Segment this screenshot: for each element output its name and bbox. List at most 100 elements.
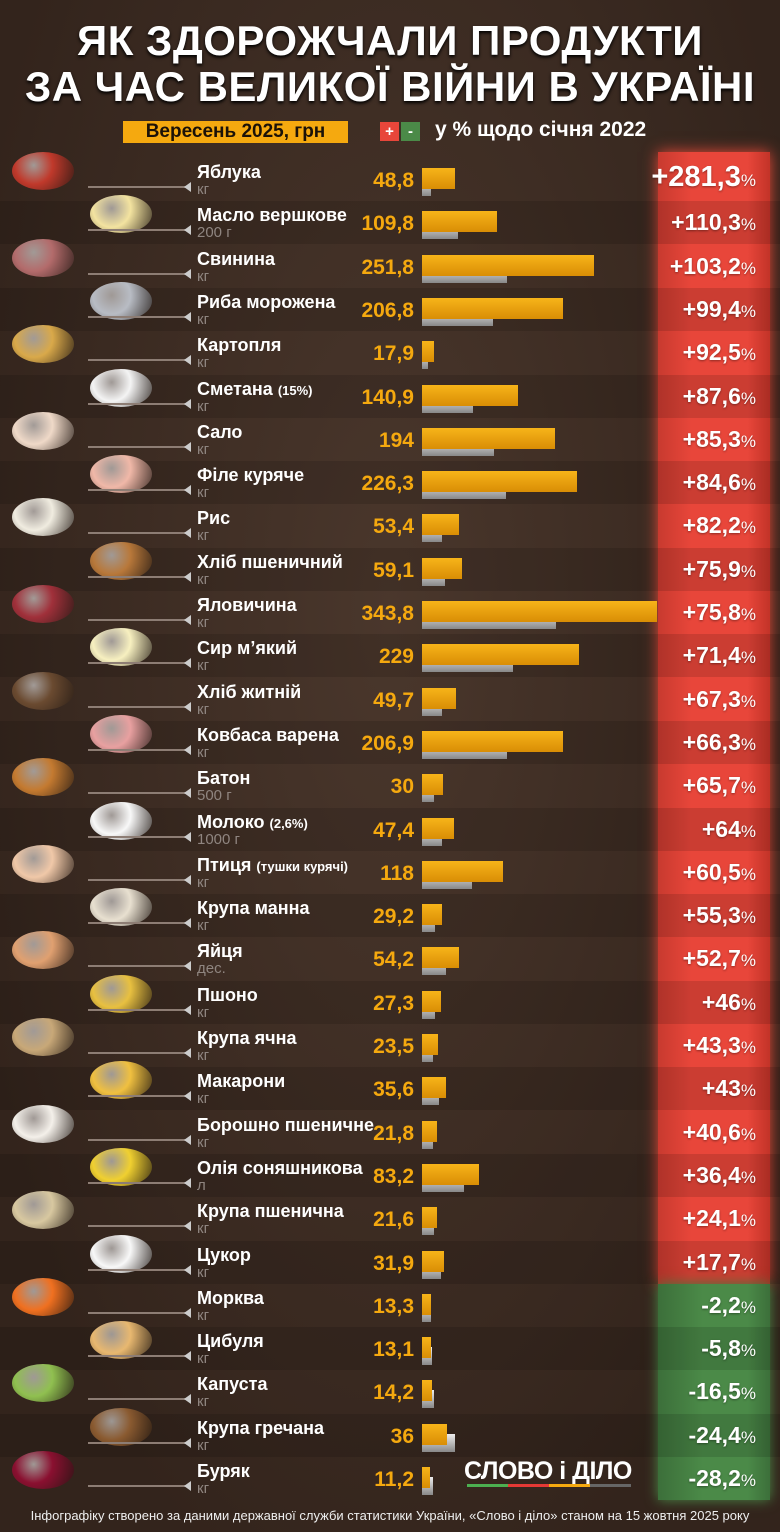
connector-line — [88, 272, 188, 275]
bar-sep-2025 — [422, 1034, 439, 1055]
product-image — [90, 281, 152, 320]
table-row: Сметана (15%) кг 140,9 +87,6% — [0, 368, 780, 418]
product-name: Хліб житній — [197, 681, 302, 702]
price-label: 118 — [380, 861, 414, 885]
connector-line — [88, 835, 188, 838]
product-name: Крупа гречана — [197, 1417, 325, 1438]
price-label: 48,8 — [373, 169, 414, 192]
bar-sep-2025 — [422, 601, 657, 622]
pct-change: +55,3% — [682, 902, 756, 929]
connector-line — [88, 575, 188, 578]
price-label: 17,9 — [373, 342, 414, 366]
product-name: Крупа ячна — [197, 1028, 297, 1048]
legend-price: Вересень 2025, грн — [123, 121, 348, 143]
pointer-icon — [184, 1264, 191, 1275]
pct-change: +92,5% — [682, 339, 756, 366]
product-name: Пшоно — [197, 984, 258, 1005]
product-name: Борошно пшеничне — [197, 1114, 374, 1135]
pointer-icon — [184, 615, 191, 625]
pct-change: +99,4% — [682, 295, 756, 322]
pct-change: +40,6% — [682, 1118, 756, 1145]
product-unit: кг — [197, 1306, 210, 1324]
product-name: Буряк — [197, 1461, 250, 1481]
product-unit: л — [197, 1176, 206, 1194]
pointer-icon — [184, 744, 191, 755]
product-unit: кг — [197, 1393, 210, 1411]
product-unit: кг — [197, 1003, 210, 1021]
pct-change: +64% — [701, 815, 756, 842]
product-unit: кг — [197, 527, 210, 545]
product-unit: кг — [197, 1263, 210, 1281]
connector-line — [88, 489, 188, 492]
connector-line — [88, 1181, 188, 1184]
product-unit: кг — [197, 181, 210, 198]
pointer-icon — [184, 1004, 191, 1015]
product-unit: кг — [197, 1090, 210, 1108]
product-name: Ковбаса варена — [197, 724, 339, 745]
product-name: Батон — [197, 768, 251, 789]
price-label: 13,3 — [373, 1294, 414, 1318]
table-row: Макарони кг 35,6 +43% — [0, 1061, 780, 1111]
connector-line — [88, 1052, 188, 1054]
product-name: Масло вершкове — [197, 205, 347, 226]
pointer-icon — [184, 1394, 191, 1405]
connector-line — [88, 229, 188, 232]
product-name: Цибуля — [197, 1331, 264, 1352]
pct-change: +66,3% — [682, 728, 756, 755]
connector-line — [88, 1485, 188, 1487]
bar-sep-2025 — [422, 1250, 444, 1272]
product-unit: кг — [197, 1220, 210, 1238]
price-label: 29,2 — [373, 905, 414, 929]
product-image — [12, 1451, 74, 1489]
product-name: Морква — [197, 1287, 264, 1308]
connector-line — [88, 1095, 188, 1098]
table-row: Батон 500 г 30 +65,7% — [0, 758, 780, 807]
price-label: 83,2 — [373, 1164, 414, 1188]
connector-line — [88, 619, 188, 621]
table-row: Яйця дес. 54,2 +52,7% — [0, 931, 780, 980]
bar-sep-2025 — [422, 1163, 479, 1185]
connector-line — [88, 1441, 188, 1444]
price-label: 21,6 — [373, 1208, 414, 1232]
product-image — [12, 585, 74, 623]
table-row: Свинина кг 251,8 +103,2% — [0, 238, 780, 288]
connector-line — [88, 359, 188, 362]
pct-change: +36,4% — [682, 1161, 756, 1188]
bar-sep-2025 — [422, 817, 455, 839]
price-label: 13,1 — [373, 1338, 414, 1362]
bar-sep-2025 — [422, 168, 456, 189]
pct-change: +85,3% — [682, 425, 756, 452]
product-image — [12, 671, 74, 710]
product-unit: кг — [197, 917, 210, 935]
connector-line — [88, 1398, 188, 1401]
product-unit: кг — [197, 310, 210, 328]
product-unit: кг — [197, 570, 210, 588]
product-name: Сало — [197, 421, 243, 442]
product-unit: кг — [197, 873, 210, 891]
bar-sep-2025 — [422, 254, 595, 276]
connector-line — [88, 1268, 188, 1271]
connector-line — [88, 922, 188, 925]
connector-line — [88, 1138, 188, 1141]
product-unit: 500 г — [197, 787, 232, 805]
pct-change: +67,3% — [682, 685, 756, 712]
product-unit: кг — [197, 743, 210, 761]
table-row: Масло вершкове 200 г 109,8 +110,3% — [0, 195, 780, 245]
pointer-icon — [184, 1481, 191, 1491]
price-label: 229 — [378, 645, 414, 669]
product-name: Філе куряче — [197, 465, 305, 486]
price-label: 23,5 — [373, 1035, 414, 1058]
price-label: 30 — [390, 775, 414, 799]
bar-sep-2025 — [422, 384, 519, 406]
table-row: Борошно пшеничне кг 21,8 +40,6% — [0, 1104, 780, 1154]
bar-sep-2025 — [422, 1120, 437, 1142]
product-image — [12, 411, 74, 450]
product-name: Яйця — [197, 941, 243, 962]
product-image — [90, 1234, 152, 1273]
pct-change: -16,5% — [688, 1378, 756, 1405]
table-row: Крупа пшенична кг 21,6 +24,1% — [0, 1191, 780, 1240]
table-row: Сало кг 194 +85,3% — [0, 411, 780, 461]
price-label: 194 — [378, 428, 414, 452]
pointer-icon — [184, 571, 191, 582]
pointer-icon — [184, 1437, 191, 1448]
